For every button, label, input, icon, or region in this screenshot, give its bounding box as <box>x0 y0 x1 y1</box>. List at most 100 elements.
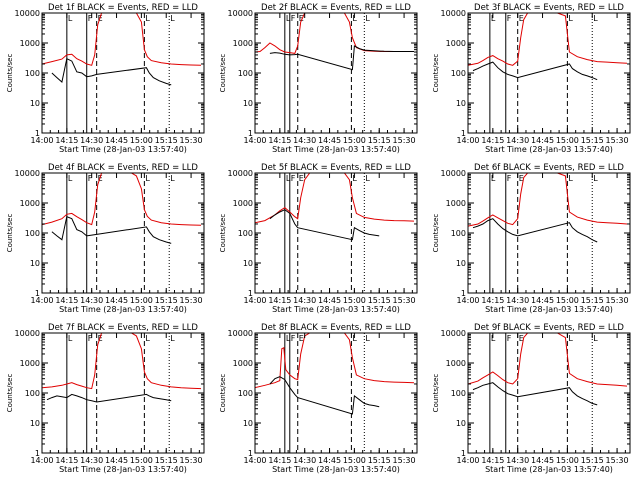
x-tick-label: 14:00 <box>456 456 479 465</box>
x-tick-label: 14:15 <box>268 296 291 305</box>
panel-title: Det 8f BLACK = Events, RED = LLD <box>261 323 411 333</box>
x-tick-label: 14:15 <box>55 456 78 465</box>
x-tick-label: 15:15 <box>155 456 178 465</box>
time-marker-label: F <box>88 174 93 183</box>
events-series-line <box>46 393 172 403</box>
x-tick-label: 14:30 <box>293 456 316 465</box>
time-marker-label: E <box>299 174 304 183</box>
time-marker-label: L <box>352 14 357 23</box>
time-marker-label: L <box>170 14 175 23</box>
time-marker-label: F <box>291 14 296 23</box>
y-tick-label: 1000 <box>446 39 466 48</box>
y-tick-label: 10000 <box>15 329 40 338</box>
y-tick-label: 10 <box>243 259 253 268</box>
y-tick-label: 100 <box>238 389 253 398</box>
x-tick-label: 15:00 <box>130 136 153 145</box>
time-marker-label: L <box>491 334 496 343</box>
time-marker-label: L <box>286 14 291 23</box>
time-marker-label: L <box>145 14 150 23</box>
lld-series-line <box>468 173 628 227</box>
panel-title: Det 4f BLACK = Events, RED = LLD <box>48 163 198 173</box>
x-tick-label: 15:15 <box>581 296 604 305</box>
y-tick-label: 100 <box>25 69 40 78</box>
x-tick-label: 14:45 <box>105 456 128 465</box>
x-tick-label: 15:00 <box>556 456 579 465</box>
time-marker-label: L <box>568 14 573 23</box>
time-marker-label: L <box>568 334 573 343</box>
y-tick-label: 1 <box>461 289 466 298</box>
x-tick-label: 14:30 <box>506 136 529 145</box>
lld-series-line <box>255 13 414 54</box>
x-tick-label: 14:30 <box>293 296 316 305</box>
time-marker-label: L <box>491 14 496 23</box>
y-tick-label: 1 <box>461 129 466 138</box>
y-tick-label: 100 <box>451 389 466 398</box>
y-tick-label: 10000 <box>15 9 40 18</box>
events-series-line <box>269 376 380 415</box>
y-tick-label: 1000 <box>20 359 40 368</box>
panel-title: Det 3f BLACK = Events, RED = LLD <box>474 3 624 13</box>
time-marker-label: L <box>593 14 598 23</box>
y-tick-label: 1000 <box>233 199 253 208</box>
x-tick-label: 14:45 <box>531 456 554 465</box>
x-tick-label: 14:45 <box>105 296 128 305</box>
x-tick-label: 14:15 <box>55 296 78 305</box>
y-tick-label: 10 <box>243 99 253 108</box>
time-marker-label: L <box>68 334 73 343</box>
x-tick-label: 15:00 <box>130 456 153 465</box>
events-series-line <box>472 61 598 81</box>
y-tick-label: 10 <box>243 419 253 428</box>
y-axis-label: Counts/sec <box>432 374 440 413</box>
time-marker-label: L <box>170 174 175 183</box>
axes-box <box>467 172 631 294</box>
time-marker-label: F <box>88 334 93 343</box>
x-tick-label: 14:15 <box>268 136 291 145</box>
x-tick-label: 14:00 <box>456 136 479 145</box>
y-tick-label: 10 <box>30 419 40 428</box>
y-tick-label: 1 <box>35 289 40 298</box>
axes-box <box>467 12 631 134</box>
panel-title: Det 9f BLACK = Events, RED = LLD <box>474 323 624 333</box>
y-axis-label: Counts/sec <box>432 214 440 253</box>
x-tick-label: 14:45 <box>531 136 554 145</box>
x-tick-label: 15:00 <box>130 296 153 305</box>
time-marker-label: F <box>291 174 296 183</box>
y-tick-label: 1 <box>248 289 253 298</box>
time-marker-label: L <box>365 14 370 23</box>
x-tick-label: 15:30 <box>180 136 203 145</box>
panel-3: L F E L L 1 10 100 1000 10000 14:00 14:15 14:30 14:45… <box>432 3 631 154</box>
x-tick-label: 15:15 <box>581 456 604 465</box>
x-tick-label: 14:00 <box>30 136 53 145</box>
y-tick-label: 100 <box>238 229 253 238</box>
x-tick-label: 14:00 <box>243 296 266 305</box>
y-tick-label: 10 <box>30 259 40 268</box>
x-tick-label: 15:15 <box>368 136 391 145</box>
x-tick-label: 15:15 <box>155 136 178 145</box>
y-tick-label: 10000 <box>228 169 253 178</box>
time-marker-label: L <box>365 334 370 343</box>
axes-box <box>467 332 631 454</box>
x-tick-label: 14:45 <box>318 456 341 465</box>
y-tick-label: 1 <box>248 449 253 458</box>
panel-6: L F E L L 1 10 100 1000 10000 14:00 14:15 14:30 14:45… <box>432 163 631 314</box>
y-axis-label: Counts/sec <box>6 374 14 413</box>
y-tick-label: 10000 <box>228 9 253 18</box>
y-axis-label: Counts/sec <box>219 374 227 413</box>
lld-series-line <box>255 173 415 224</box>
x-tick-label: 14:30 <box>80 296 103 305</box>
x-tick-label: 15:00 <box>556 296 579 305</box>
time-marker-label: L <box>286 174 291 183</box>
time-marker-label: L <box>491 174 496 183</box>
time-marker-label: L <box>68 14 73 23</box>
x-tick-label: 15:30 <box>606 456 629 465</box>
x-axis-label: Start Time (28-Jan-03 13:57:40) <box>485 465 613 474</box>
events-series-line <box>472 218 598 243</box>
y-tick-label: 1 <box>248 129 253 138</box>
x-axis-label: Start Time (28-Jan-03 13:57:40) <box>485 145 613 154</box>
time-marker-label: L <box>352 334 357 343</box>
x-tick-label: 14:45 <box>531 296 554 305</box>
